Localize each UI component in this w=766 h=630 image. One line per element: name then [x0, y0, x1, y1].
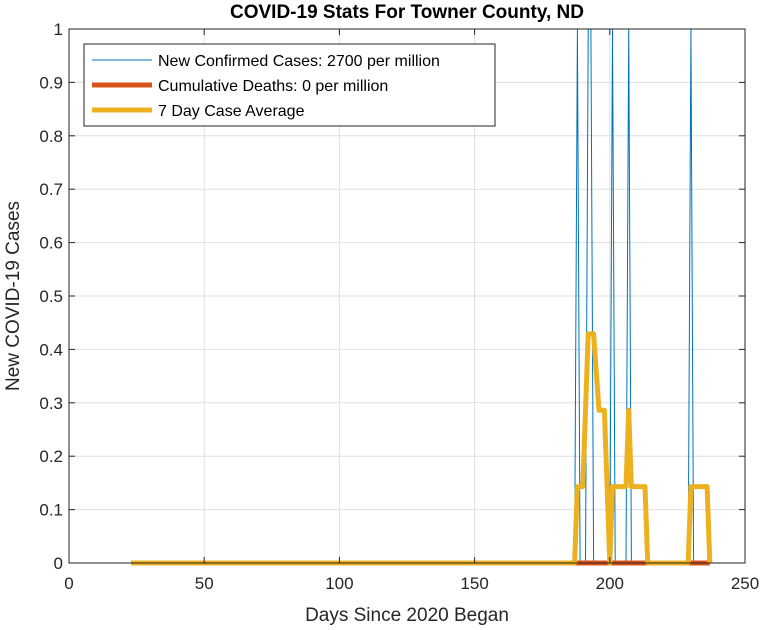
- x-tick-label: 0: [64, 574, 73, 593]
- y-tick-label: 0.5: [39, 287, 63, 306]
- x-axis-label: Days Since 2020 Began: [305, 605, 509, 626]
- legend-box: [83, 43, 496, 127]
- y-tick-label: 0.1: [39, 501, 63, 520]
- x-tick-label: 150: [460, 574, 488, 593]
- y-tick-label: 0.6: [39, 234, 63, 253]
- x-tick-label: 200: [596, 574, 624, 593]
- y-tick-label: 1: [54, 20, 63, 39]
- y-axis-label: New COVID-19 Cases: [3, 201, 24, 391]
- x-tick-label: 50: [195, 574, 214, 593]
- legend: New Confirmed Cases: 2700 per million Cu…: [83, 43, 496, 127]
- y-tick-label: 0: [54, 554, 63, 573]
- y-tick-label: 0.7: [39, 180, 63, 199]
- ticks: 0 50 100 150 200 250 0 0.1 0.2 0.3 0.4 0.5 0.6 0.7 0.8…: [39, 20, 759, 593]
- legend-label-new-cases: New Confirmed Cases: 2700 per million: [158, 53, 440, 70]
- x-tick-label: 250: [731, 574, 759, 593]
- legend-label-7-day-average: 7 Day Case Average: [158, 103, 305, 120]
- new-cases-line: [131, 28, 710, 564]
- chart-title: COVID-19 Stats For Towner County, ND: [230, 2, 584, 23]
- y-tick-label: 0.3: [39, 394, 63, 413]
- legend-label-cumulative-deaths: Cumulative Deaths: 0 per million: [158, 78, 388, 95]
- x-tick-label: 100: [325, 574, 353, 593]
- y-tick-label: 0.4: [39, 340, 63, 359]
- y-tick-label: 0.9: [39, 73, 63, 92]
- y-tick-label: 0.2: [39, 447, 63, 466]
- y-tick-label: 0.8: [39, 127, 63, 146]
